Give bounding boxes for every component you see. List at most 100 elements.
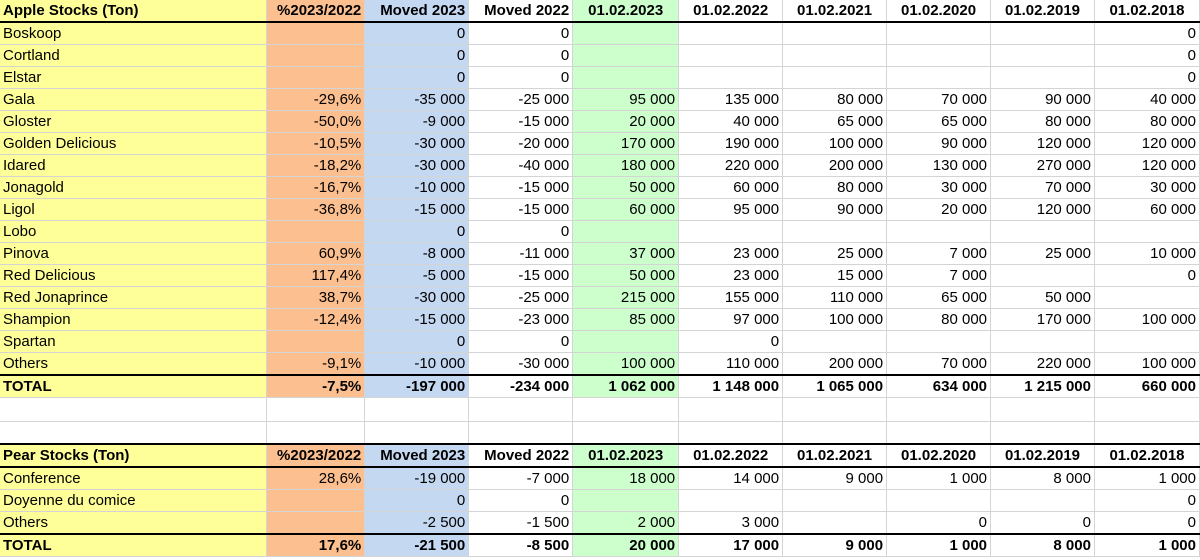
- value-cell[interactable]: -197 000: [364, 374, 470, 398]
- value-cell[interactable]: [782, 511, 888, 534]
- value-cell[interactable]: 10 000: [1094, 242, 1200, 265]
- value-cell[interactable]: 70 000: [990, 176, 1095, 199]
- value-cell[interactable]: 40 000: [678, 110, 784, 133]
- value-cell[interactable]: 15 000: [782, 264, 888, 287]
- empty-cell[interactable]: [886, 421, 992, 445]
- value-cell[interactable]: -25 000: [468, 286, 574, 309]
- value-cell[interactable]: -30 000: [468, 352, 574, 376]
- row-label-cell[interactable]: Others: [0, 511, 268, 534]
- column-header-cell[interactable]: %2023/2022: [266, 0, 366, 23]
- empty-cell[interactable]: [0, 397, 268, 422]
- value-cell[interactable]: [572, 66, 680, 89]
- row-label-cell[interactable]: Gloster: [0, 110, 268, 133]
- value-cell[interactable]: 117,4%: [266, 264, 366, 287]
- value-cell[interactable]: 0: [468, 220, 574, 243]
- value-cell[interactable]: [678, 66, 784, 89]
- value-cell[interactable]: [990, 44, 1095, 67]
- row-label-cell[interactable]: Pinova: [0, 242, 268, 265]
- value-cell[interactable]: 60,9%: [266, 242, 366, 265]
- value-cell[interactable]: 0: [468, 44, 574, 67]
- empty-cell[interactable]: [0, 421, 268, 445]
- row-label-cell[interactable]: Boskoop: [0, 22, 268, 45]
- value-cell[interactable]: 130 000: [886, 154, 992, 177]
- value-cell[interactable]: [1094, 220, 1200, 243]
- column-header-cell[interactable]: 01.02.2022: [678, 443, 784, 468]
- value-cell[interactable]: 9 000: [782, 532, 888, 557]
- value-cell[interactable]: 0: [1094, 511, 1200, 534]
- value-cell[interactable]: [990, 264, 1095, 287]
- value-cell[interactable]: 0: [1094, 44, 1200, 67]
- value-cell[interactable]: 110 000: [782, 286, 888, 309]
- value-cell[interactable]: 0: [364, 66, 470, 89]
- value-cell[interactable]: -234 000: [468, 374, 574, 398]
- value-cell[interactable]: -50,0%: [266, 110, 366, 133]
- value-cell[interactable]: [572, 489, 680, 512]
- value-cell[interactable]: [678, 489, 784, 512]
- value-cell[interactable]: -15 000: [468, 264, 574, 287]
- empty-cell[interactable]: [572, 421, 680, 445]
- empty-cell[interactable]: [886, 397, 992, 422]
- value-cell[interactable]: 660 000: [1094, 374, 1200, 398]
- value-cell[interactable]: 100 000: [1094, 308, 1200, 331]
- value-cell[interactable]: [266, 44, 366, 67]
- value-cell[interactable]: 2 000: [572, 511, 680, 534]
- empty-cell[interactable]: [990, 421, 1095, 445]
- empty-cell[interactable]: [678, 397, 784, 422]
- value-cell[interactable]: 70 000: [886, 88, 992, 111]
- row-label-cell[interactable]: Lobo: [0, 220, 268, 243]
- value-cell[interactable]: -7,5%: [266, 374, 366, 398]
- value-cell[interactable]: 200 000: [782, 154, 888, 177]
- row-label-cell[interactable]: Ligol: [0, 198, 268, 221]
- value-cell[interactable]: 95 000: [678, 198, 784, 221]
- column-header-cell[interactable]: 01.02.2023: [572, 443, 680, 468]
- empty-cell[interactable]: [468, 397, 574, 422]
- value-cell[interactable]: 50 000: [990, 286, 1095, 309]
- value-cell[interactable]: 155 000: [678, 286, 784, 309]
- value-cell[interactable]: 50 000: [572, 264, 680, 287]
- value-cell[interactable]: [572, 220, 680, 243]
- row-label-cell[interactable]: Others: [0, 352, 268, 376]
- value-cell[interactable]: 50 000: [572, 176, 680, 199]
- row-label-cell[interactable]: Spartan: [0, 330, 268, 353]
- value-cell[interactable]: -15 000: [468, 110, 574, 133]
- row-label-cell[interactable]: Shampion: [0, 308, 268, 331]
- column-header-cell[interactable]: 01.02.2022: [678, 0, 784, 23]
- value-cell[interactable]: -29,6%: [266, 88, 366, 111]
- row-label-cell[interactable]: Conference: [0, 466, 268, 490]
- value-cell[interactable]: 120 000: [990, 198, 1095, 221]
- value-cell[interactable]: 80 000: [1094, 110, 1200, 133]
- value-cell[interactable]: [782, 489, 888, 512]
- value-cell[interactable]: 25 000: [782, 242, 888, 265]
- row-label-cell[interactable]: Red Jonaprince: [0, 286, 268, 309]
- column-header-cell[interactable]: Moved 2022: [468, 443, 574, 468]
- value-cell[interactable]: 1 062 000: [572, 374, 680, 398]
- value-cell[interactable]: -1 500: [468, 511, 574, 534]
- value-cell[interactable]: -21 500: [364, 532, 470, 557]
- value-cell[interactable]: [266, 489, 366, 512]
- value-cell[interactable]: 90 000: [886, 132, 992, 155]
- empty-cell[interactable]: [572, 397, 680, 422]
- value-cell[interactable]: 100 000: [782, 132, 888, 155]
- value-cell[interactable]: -40 000: [468, 154, 574, 177]
- value-cell[interactable]: 8 000: [990, 532, 1095, 557]
- value-cell[interactable]: -36,8%: [266, 198, 366, 221]
- value-cell[interactable]: 30 000: [886, 176, 992, 199]
- value-cell[interactable]: 9 000: [782, 466, 888, 490]
- value-cell[interactable]: 23 000: [678, 242, 784, 265]
- column-header-cell[interactable]: 01.02.2018: [1094, 0, 1200, 23]
- row-label-cell[interactable]: Elstar: [0, 66, 268, 89]
- value-cell[interactable]: [990, 22, 1095, 45]
- value-cell[interactable]: [782, 22, 888, 45]
- value-cell[interactable]: 215 000: [572, 286, 680, 309]
- value-cell[interactable]: [886, 66, 992, 89]
- value-cell[interactable]: 20 000: [886, 198, 992, 221]
- row-label-cell[interactable]: Jonagold: [0, 176, 268, 199]
- value-cell[interactable]: 0: [468, 489, 574, 512]
- value-cell[interactable]: -30 000: [364, 154, 470, 177]
- value-cell[interactable]: [678, 22, 784, 45]
- value-cell[interactable]: -20 000: [468, 132, 574, 155]
- value-cell[interactable]: [1094, 330, 1200, 353]
- value-cell[interactable]: 220 000: [990, 352, 1095, 376]
- value-cell[interactable]: 95 000: [572, 88, 680, 111]
- empty-cell[interactable]: [364, 397, 470, 422]
